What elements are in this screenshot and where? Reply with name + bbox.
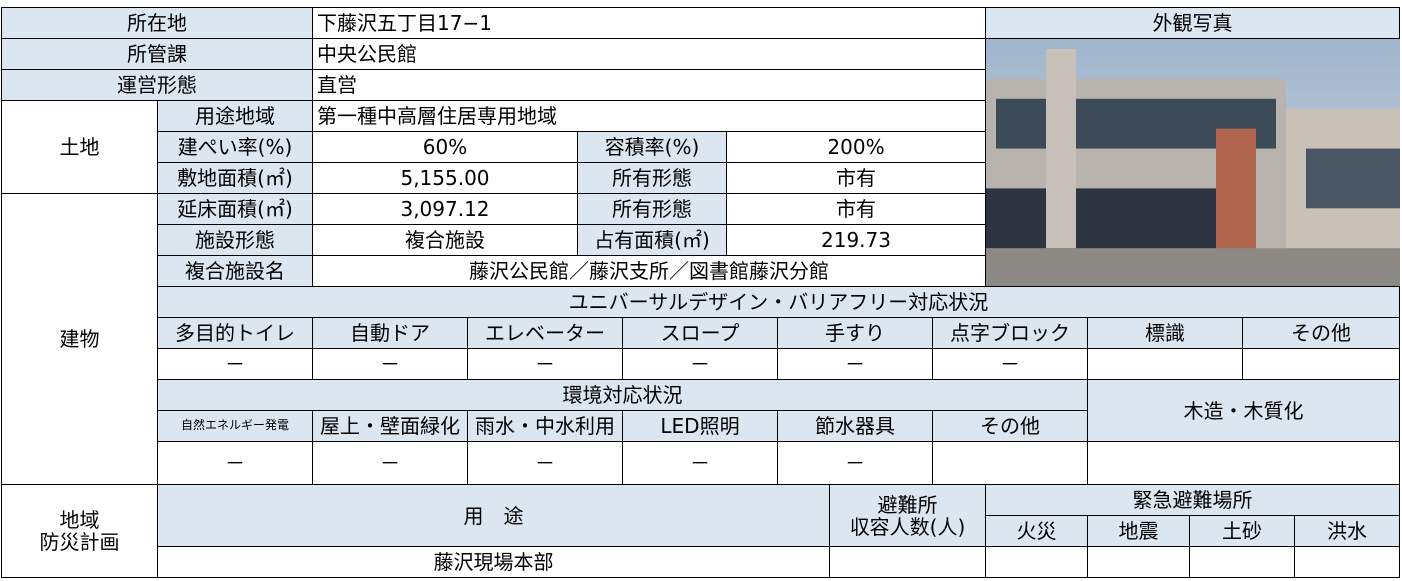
table-cell: － <box>777 348 933 380</box>
table-cell: － <box>622 348 778 380</box>
exterior-photo <box>986 39 1400 286</box>
table-cell: 土砂 <box>1189 515 1295 547</box>
table-cell: 運営形態 <box>1 69 313 101</box>
table-cell: 占有面積(㎡) <box>577 224 727 256</box>
table-cell: 用 途 <box>157 484 830 547</box>
table-cell: 多目的トイレ <box>157 317 313 349</box>
table-cell: 節水器具 <box>777 410 933 442</box>
table-cell: － <box>157 441 313 485</box>
table-cell: 屋上・壁面緑化 <box>312 410 468 442</box>
table-cell: 5,155.00 <box>312 162 578 194</box>
empty-cell <box>1087 441 1400 485</box>
empty-cell <box>1087 546 1190 578</box>
table-cell: 手すり <box>777 317 933 349</box>
table-cell: 複合施設名 <box>157 255 313 287</box>
table-cell: 緊急避難場所 <box>985 484 1400 516</box>
table-cell: エレベーター <box>467 317 623 349</box>
table-cell: 洪水 <box>1294 515 1400 547</box>
table-cell: スロープ <box>622 317 778 349</box>
table-cell: － <box>312 348 468 380</box>
table-cell: 3,097.12 <box>312 193 578 225</box>
table-cell: 第一種中高層住居専用地域 <box>312 100 986 132</box>
table-cell: 自然エネルギー発電 <box>157 410 313 442</box>
table-cell: 所在地 <box>1 7 313 39</box>
empty-cell <box>1242 348 1400 380</box>
table-cell: 標識 <box>1087 317 1243 349</box>
table-cell: 藤沢現場本部 <box>157 546 830 578</box>
table-cell: 自動ドア <box>312 317 468 349</box>
empty-cell <box>829 546 986 578</box>
table-cell: 外観写真 <box>985 7 1400 39</box>
table-cell: ユニバーサルデザイン・バリアフリー対応状況 <box>157 286 1400 318</box>
table-cell: 環境対応状況 <box>157 379 1088 411</box>
table-cell: その他 <box>932 410 1088 442</box>
empty-cell <box>1087 348 1243 380</box>
table-cell: 用途地域 <box>157 100 313 132</box>
table-cell: － <box>777 441 933 485</box>
table-cell: － <box>467 348 623 380</box>
table-cell: 219.73 <box>726 224 986 256</box>
table-cell: 避難所 収容人数(人) <box>829 484 986 547</box>
table-cell: 点字ブロック <box>932 317 1088 349</box>
table-cell: その他 <box>1242 317 1400 349</box>
table-cell: 市有 <box>726 162 986 194</box>
table-cell: 下藤沢五丁目17−1 <box>312 7 986 39</box>
table-cell: 200% <box>726 131 986 163</box>
table-cell: － <box>467 441 623 485</box>
table-cell: 中央公民館 <box>312 38 986 70</box>
table-cell: 複合施設 <box>312 224 578 256</box>
table-cell: 所有形態 <box>577 193 727 225</box>
table-cell: 60% <box>312 131 578 163</box>
empty-cell <box>1294 546 1400 578</box>
table-cell: 敷地面積(㎡) <box>157 162 313 194</box>
table-cell: 木造・木質化 <box>1087 379 1400 442</box>
table-cell: － <box>157 348 313 380</box>
empty-cell <box>932 441 1088 485</box>
table-cell: 建ぺい率(%) <box>157 131 313 163</box>
table-cell: LED照明 <box>622 410 778 442</box>
table-cell: 市有 <box>726 193 986 225</box>
table-cell: 容積率(%) <box>577 131 727 163</box>
table-cell: 建物 <box>1 193 158 485</box>
table-cell: － <box>312 441 468 485</box>
table-cell: 藤沢公民館／藤沢支所／図書館藤沢分館 <box>312 255 986 287</box>
empty-cell <box>1189 546 1295 578</box>
table-cell: 火災 <box>985 515 1088 547</box>
table-cell: 延床面積(㎡) <box>157 193 313 225</box>
table-cell: － <box>932 348 1088 380</box>
empty-cell <box>985 546 1088 578</box>
table-cell: 直営 <box>312 69 986 101</box>
table-cell: 施設形態 <box>157 224 313 256</box>
table-cell: 地震 <box>1087 515 1190 547</box>
table-cell: 土地 <box>1 100 158 194</box>
table-cell: 地域 防災計画 <box>1 484 158 578</box>
table-cell: 所有形態 <box>577 162 727 194</box>
table-cell: － <box>622 441 778 485</box>
table-cell: 所管課 <box>1 38 313 70</box>
table-cell: 雨水・中水利用 <box>467 410 623 442</box>
